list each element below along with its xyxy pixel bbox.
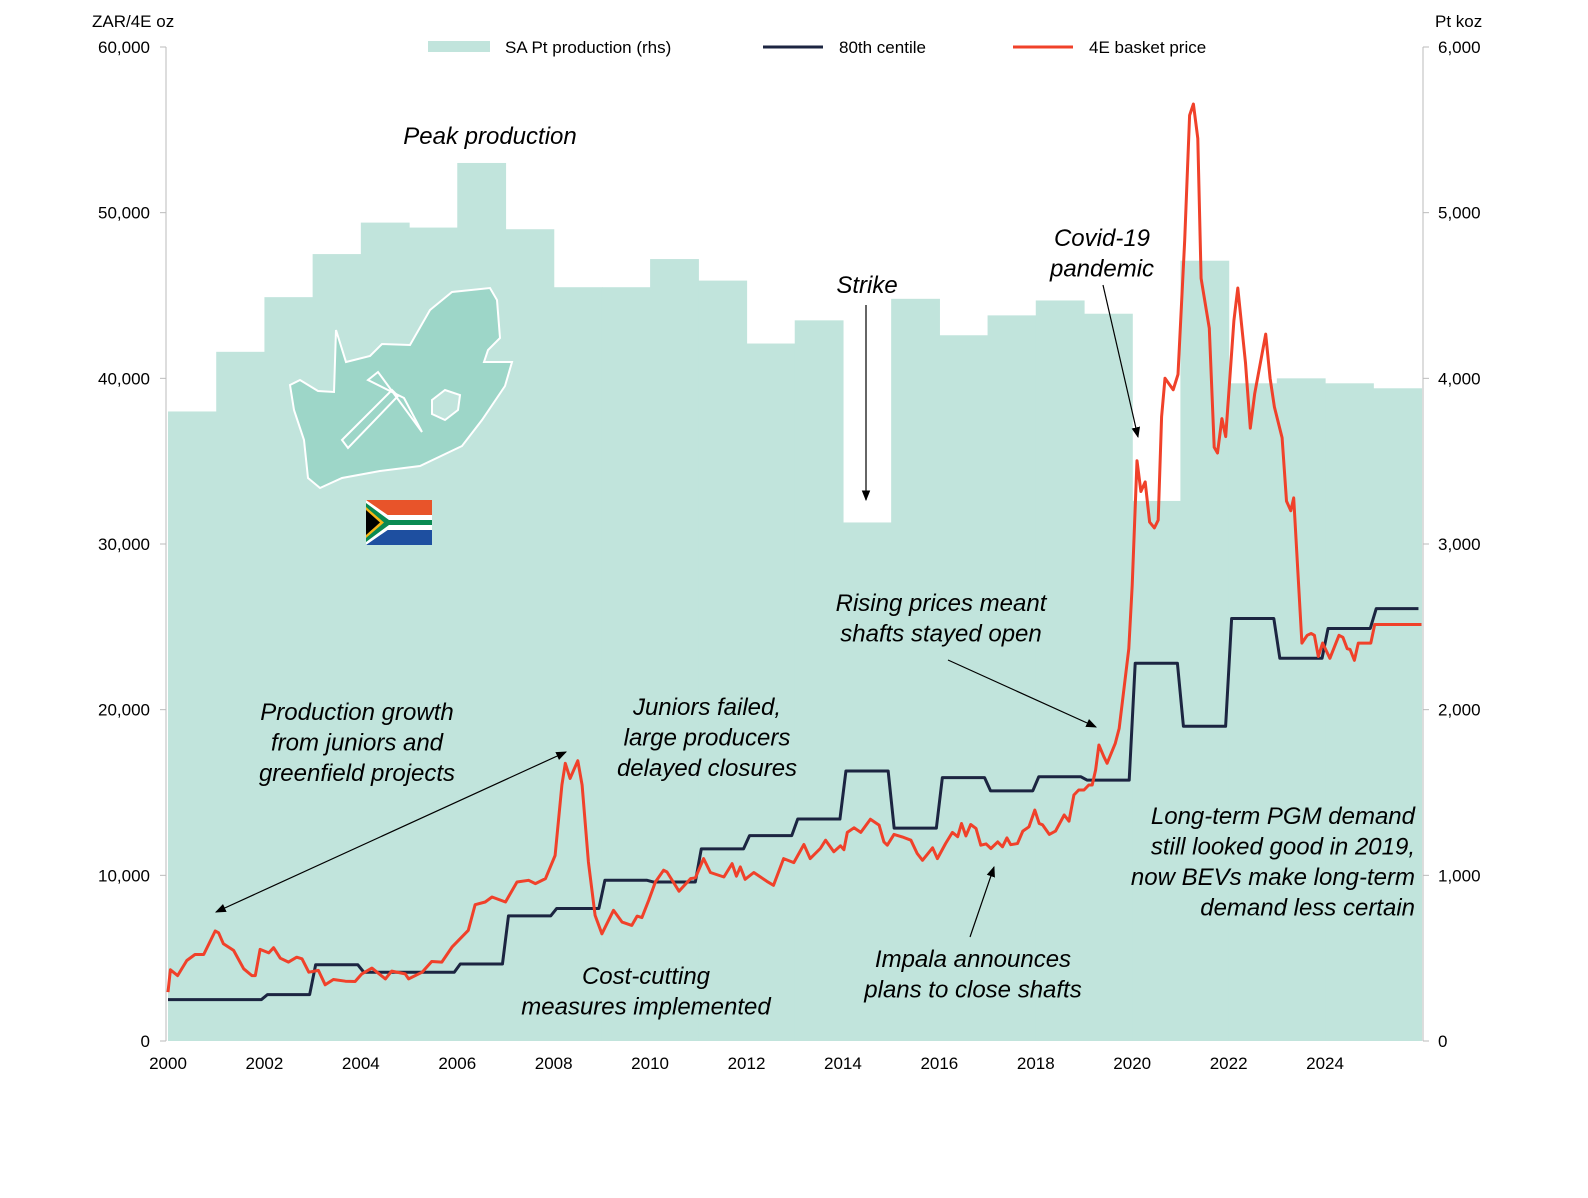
production-bar: [842, 522, 892, 1041]
right-tick-label: 1,000: [1438, 866, 1481, 885]
x-tick-label: 2020: [1113, 1054, 1151, 1073]
annotations: Peak production Strike Covid-19 pandemic Ris…: [259, 123, 1416, 1021]
left-tick-label: 50,000: [98, 204, 150, 223]
production-bar: [505, 229, 555, 1041]
annotation-growth: greenfield projects: [259, 760, 455, 787]
production-bar: [987, 315, 1037, 1041]
production-bar: [216, 351, 266, 1041]
x-tick-label: 2022: [1210, 1054, 1248, 1073]
production-bar: [1325, 383, 1374, 1041]
x-tick-label: 2018: [1017, 1054, 1055, 1073]
right-tick-label: 0: [1438, 1032, 1447, 1051]
production-bar: [553, 287, 603, 1041]
annotation-juniors: delayed closures: [617, 755, 797, 782]
production-bar: [1132, 500, 1182, 1042]
x-tick-label: 2006: [438, 1054, 476, 1073]
production-bar: [1035, 300, 1085, 1042]
annotation-arrows: [215, 284, 1141, 938]
annotation-covid: Covid-19: [1054, 225, 1150, 252]
legend-production-label: SA Pt production (rhs): [505, 38, 671, 57]
x-tick-label: 2014: [824, 1054, 862, 1073]
production-bar: [168, 411, 217, 1041]
annotation-impala: Impala announces: [875, 946, 1071, 973]
x-tick-label: 2000: [149, 1054, 187, 1073]
annotation-growth: from juniors and: [271, 730, 444, 757]
right-axis-title: Pt koz: [1435, 12, 1482, 31]
right-tick-label: 2,000: [1438, 701, 1481, 720]
south-africa-flag-icon: [366, 500, 432, 545]
annotation-juniors: large producers: [624, 725, 791, 752]
x-tick-label: 2024: [1306, 1054, 1344, 1073]
annotation-longterm: demand less certain: [1200, 895, 1415, 922]
annotation-longterm: Long-term PGM demand: [1151, 803, 1416, 830]
x-tick-label: 2002: [246, 1054, 284, 1073]
left-tick-label: 60,000: [98, 38, 150, 57]
right-tick-label: 5,000: [1438, 204, 1481, 223]
left-tick-label: 30,000: [98, 535, 150, 554]
annotation-strike: Strike: [836, 272, 897, 299]
annotation-costcut: measures implemented: [521, 994, 771, 1021]
annotation-impala: plans to close shafts: [863, 977, 1081, 1004]
production-bar: [601, 287, 651, 1041]
legend-price-label: 4E basket price: [1089, 38, 1206, 57]
price-line: [166, 102, 1422, 993]
production-bar: [698, 280, 748, 1042]
annotation-covid: pandemic: [1049, 256, 1154, 283]
x-tick-label: 2012: [728, 1054, 766, 1073]
left-tick-label: 20,000: [98, 701, 150, 720]
impala-arrow: [969, 865, 995, 938]
production-bar: [650, 259, 699, 1041]
production-bar: [1373, 388, 1423, 1042]
production-bar: [1180, 260, 1230, 1042]
left-tick-label: 40,000: [98, 369, 150, 388]
annotation-rising: Rising prices meant: [836, 590, 1048, 617]
annotation-rising: shafts stayed open: [840, 621, 1041, 648]
annotation-costcut: Cost-cutting: [582, 963, 711, 990]
south-africa-map-icon: [288, 286, 514, 490]
x-tick-label: 2008: [535, 1054, 573, 1073]
annotation-longterm: now BEVs make long-term: [1131, 864, 1415, 891]
centile-line: [168, 607, 1419, 1002]
legend-centile-label: 80th centile: [839, 38, 926, 57]
hammer-icon: [340, 370, 423, 450]
covid-arrow: [1102, 284, 1141, 439]
left-tick-label: 10,000: [98, 866, 150, 885]
legend: SA Pt production (rhs) 80th centile 4E b…: [428, 38, 1206, 57]
annotation-growth: Production growth: [260, 699, 453, 726]
annotation-longterm: still looked good in 2019,: [1151, 834, 1415, 861]
x-tick-label: 2004: [342, 1054, 380, 1073]
x-tick-label: 2010: [631, 1054, 669, 1073]
production-bar: [794, 320, 844, 1042]
annotation-peak: Peak production: [403, 123, 576, 150]
production-bar: [939, 335, 989, 1041]
production-growth-double-arrow: [215, 751, 567, 913]
left-tick-label: 0: [141, 1032, 150, 1051]
production-bar: [891, 298, 940, 1041]
legend-production-swatch: [428, 41, 490, 52]
right-tick-label: 6,000: [1438, 38, 1481, 57]
right-tick-label: 4,000: [1438, 369, 1481, 388]
series-lines: [166, 102, 1422, 1002]
axes: 0 10,000 20,000 30,000 40,000 50,000 60,000 0 1,…: [98, 38, 1481, 1073]
x-tick-label: 2016: [920, 1054, 958, 1073]
production-bar: [746, 343, 796, 1041]
annotation-juniors: Juniors failed,: [632, 694, 781, 721]
left-axis-title: ZAR/4E oz: [92, 12, 174, 31]
right-tick-label: 3,000: [1438, 535, 1481, 554]
production-bar: [1228, 383, 1278, 1041]
rising-prices-arrow: [947, 659, 1097, 728]
